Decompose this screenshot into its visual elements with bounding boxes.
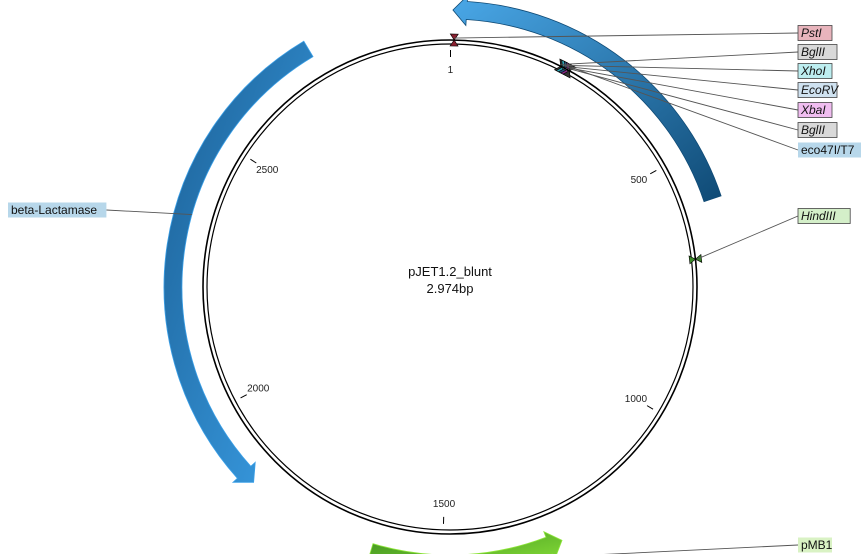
tick-label-1: 1 xyxy=(448,65,454,76)
plasmid-name: pJET1.2_blunt xyxy=(408,264,492,279)
label-pmb1: pMB1 xyxy=(801,538,833,552)
label-bglii: BglII xyxy=(801,45,826,59)
label-layer: PstI BglII XhoI EcoRV XbaI BglII eco47I/T7 Hind… xyxy=(8,25,861,554)
label-psti: PstI xyxy=(801,26,822,40)
label-box-xbai[interactable] xyxy=(797,102,833,118)
tick-label-2000: 2000 xyxy=(247,384,270,395)
tick-mark-1000 xyxy=(646,405,654,410)
leader-line-bglii xyxy=(570,68,799,131)
label-bglii: BglII xyxy=(801,123,826,137)
tick-label-1500: 1500 xyxy=(433,499,456,510)
leader-line-beta-lactamase xyxy=(106,209,192,216)
label-hindiii: HindIII xyxy=(801,209,836,223)
leader-line-eco47i-t7 xyxy=(571,67,799,151)
label-box-pmb1[interactable] xyxy=(798,537,832,553)
leader-line-bglii xyxy=(561,51,799,65)
tick-mark-2000 xyxy=(240,394,247,399)
label-box-psti[interactable] xyxy=(797,25,833,41)
leader-line-xbai xyxy=(568,67,799,111)
label-beta-lactamase: beta-Lactamase xyxy=(11,203,97,217)
label-eco47i-t7: eco47I/T7 xyxy=(801,143,855,157)
tick-label-500: 500 xyxy=(631,175,648,186)
feature-arc-eco47i-t7[interactable] xyxy=(452,0,722,203)
leader-line-xhoi xyxy=(563,64,799,72)
label-box-beta-lactamase[interactable] xyxy=(8,202,107,218)
leader-line-ecorv xyxy=(565,66,799,91)
label-ecorv: EcoRV xyxy=(801,83,839,97)
tick-label-1000: 1000 xyxy=(625,394,648,405)
plasmid-size: 2.974bp xyxy=(427,281,474,296)
leader-line-pmb1 xyxy=(603,544,799,554)
plasmid-backbone-inner xyxy=(206,43,694,531)
label-box-bglii[interactable] xyxy=(797,122,838,138)
label-box-xhoi[interactable] xyxy=(797,63,833,79)
label-xhoi: XhoI xyxy=(800,64,826,78)
label-box-bglii[interactable] xyxy=(797,44,838,60)
plasmid-backbone xyxy=(202,39,698,535)
tick-mark-500 xyxy=(649,169,657,175)
label-box-ecorv[interactable] xyxy=(797,82,838,98)
feature-arc-beta-lactamase[interactable] xyxy=(163,40,314,483)
leader-line-hindiii xyxy=(697,215,799,260)
site-marker-psti-0[interactable] xyxy=(449,33,459,47)
label-xbai: XbaI xyxy=(800,103,826,117)
tick-mark-2500 xyxy=(250,158,257,164)
site-marker-hindiii-6[interactable] xyxy=(688,253,703,265)
feature-arc-pmb1[interactable] xyxy=(368,530,563,554)
site-layer xyxy=(449,33,703,265)
label-box-eco47i-t7[interactable] xyxy=(798,142,861,158)
label-box-hindiii[interactable] xyxy=(797,208,851,224)
leader-line-psti xyxy=(454,32,799,39)
tick-label-2500: 2500 xyxy=(256,165,279,176)
